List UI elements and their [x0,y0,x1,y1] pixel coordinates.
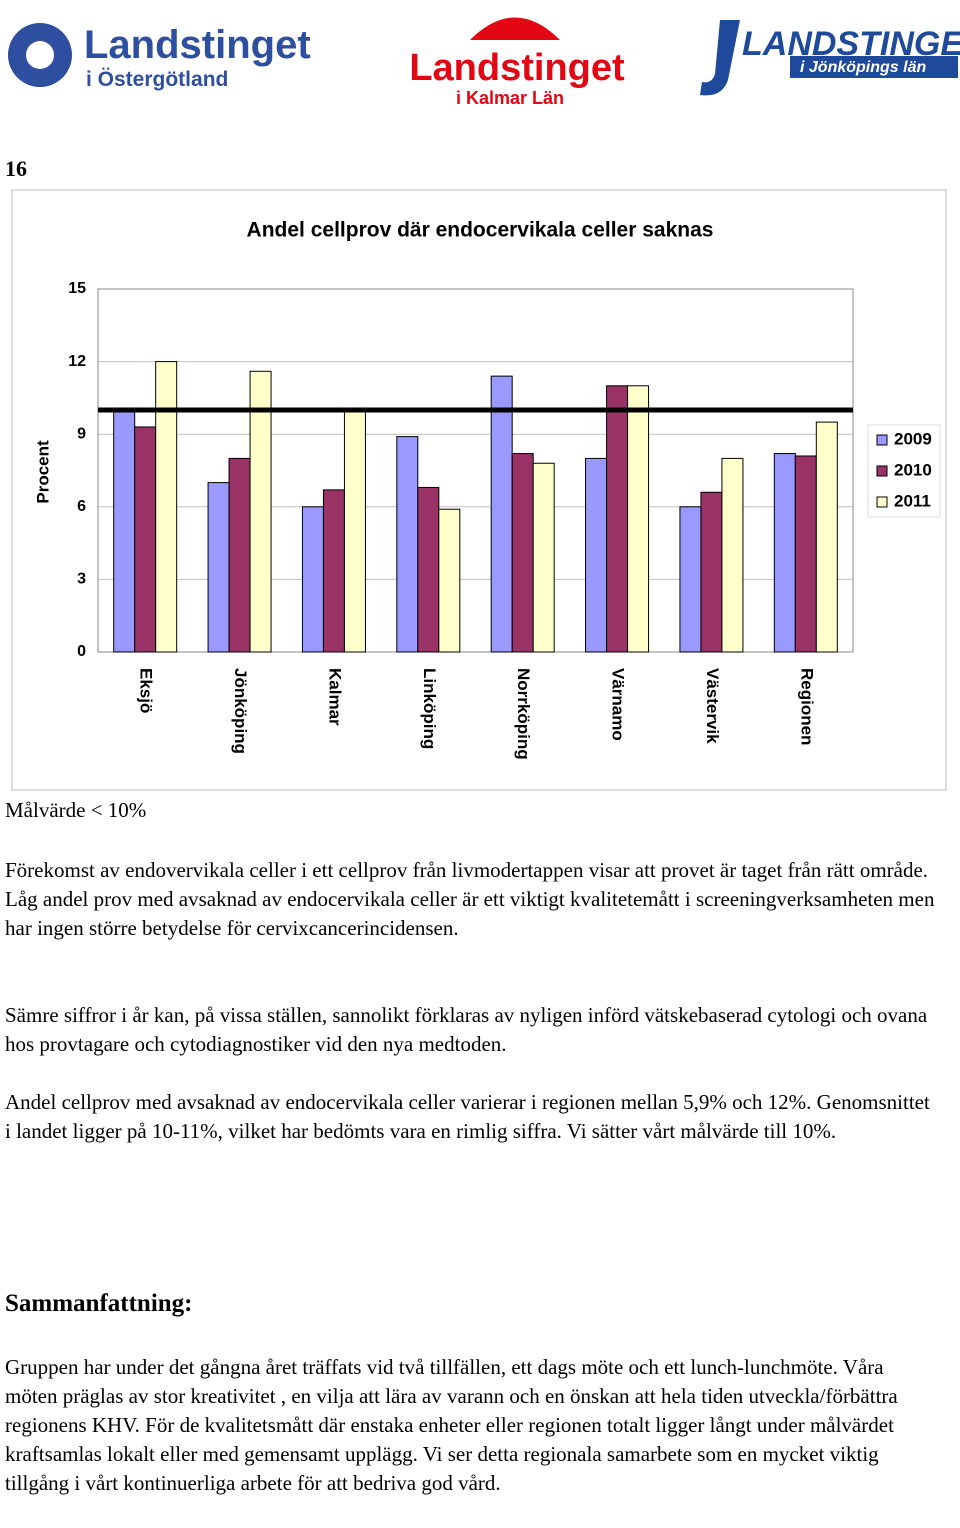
bar [322,489,345,653]
paragraph: Andel cellprov med avsaknad av endocervi… [5,1090,930,1143]
logo-bar: Landstinget i Östergötland Landstinget i… [8,17,960,108]
x-tick-label: Västervik [703,668,722,744]
bar [773,453,796,653]
bar [606,385,629,653]
y-tick-label: 9 [77,425,86,442]
x-tick-label: Eksjö [137,668,156,713]
paragraph: Gruppen har under det gångna året träffa… [5,1355,898,1495]
x-tick-label: Värnamo [609,668,628,741]
bar [511,453,534,653]
paragraph: Förekomst av endovervikala celler i ett … [5,858,935,940]
legend-label: 2009 [894,429,932,448]
bar [207,482,230,653]
y-tick-label: 12 [68,353,86,370]
bar [721,457,744,653]
bar [343,409,366,653]
logo-jonkoping: LANDSTINGET i Jönköpings län [700,20,960,96]
bar [794,455,817,653]
legend-swatch [876,434,888,446]
y-tick-label: 6 [77,498,86,515]
x-tick-label: Kalmar [325,668,344,726]
bar [679,506,702,653]
logo-subtext: i Jönköpings län [800,59,926,76]
legend-swatch [876,496,888,508]
logo-text: Landstinget [84,23,311,67]
logo-kalmar: Landstinget i Kalmar Län [409,17,625,108]
bar [532,462,555,653]
bar [627,385,650,653]
bar [438,508,461,653]
page-number: 16 [5,156,27,181]
bar [249,370,272,653]
legend-swatch [876,465,888,477]
logo-subtext: i Kalmar Län [456,88,564,108]
bar [585,457,608,653]
bar [700,491,723,653]
bar [155,361,178,653]
logo-text: Landstinget [409,47,625,89]
x-tick-label: Jönköping [231,668,250,754]
y-tick-label: 0 [77,643,86,660]
section-heading: Sammanfattning: [5,1290,193,1317]
bar [417,486,440,653]
y-tick-label: 15 [68,280,86,297]
legend-label: 2011 [894,491,931,510]
target-text: Målvärde < 10% [5,798,147,822]
bar [228,457,251,653]
bar [134,426,157,653]
bar [490,375,513,653]
x-tick-label: Norrköping [514,668,533,760]
logo-ostergotland: Landstinget i Östergötland [8,23,311,91]
y-tick-label: 3 [77,571,86,588]
chart: Andel cellprov där endocervikala celler … [11,189,947,791]
bar [396,436,419,653]
chart-title: Andel cellprov där endocervikala celler … [247,219,714,242]
logo-subtext: i Östergötland [86,68,228,91]
x-tick-label: Linköping [420,668,439,749]
plot-area [97,288,854,653]
paragraph: Sämre siffror i år kan, på vissa ställen… [5,1003,928,1056]
x-tick-label: Regionen [797,668,816,745]
y-axis-label: Procent [33,440,52,504]
bar [815,421,838,653]
bar [301,506,324,653]
legend-label: 2010 [894,460,932,479]
bar [113,409,136,653]
